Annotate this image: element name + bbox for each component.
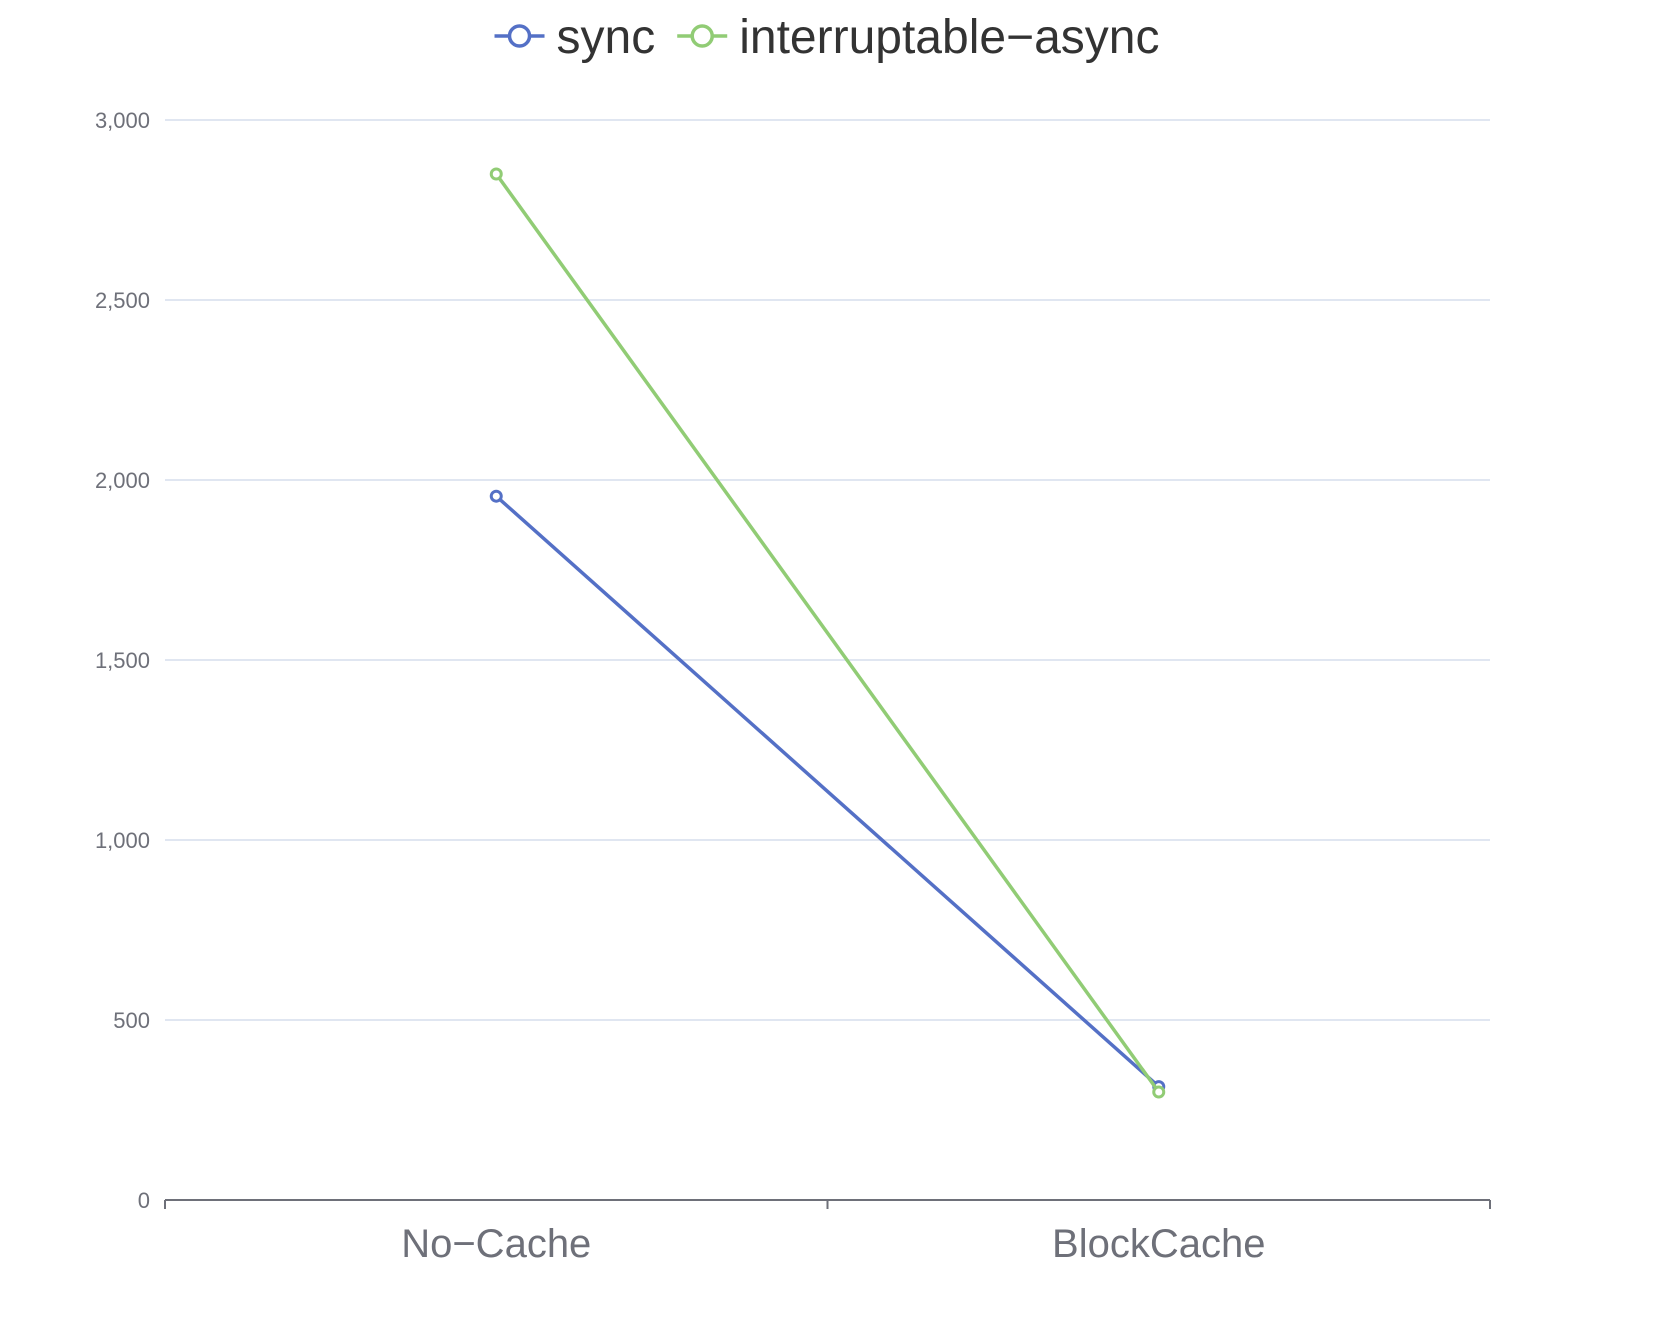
- legend[interactable]: sync interruptable−async: [494, 11, 1160, 64]
- data-point: [1152, 1085, 1166, 1099]
- legend-label: interruptable−async: [739, 11, 1159, 64]
- legend-label: sync: [557, 11, 656, 64]
- y-tick-label: 0: [138, 1188, 150, 1213]
- data-point: [489, 167, 503, 181]
- x-tick-label: BlockCache: [1052, 1222, 1265, 1266]
- series-line-2: [494, 172, 1161, 1094]
- y-tick-label: 2,500: [95, 288, 150, 313]
- y-tick-label: 1,500: [95, 648, 150, 673]
- x-tick-label: No−Cache: [401, 1222, 591, 1266]
- y-tick-label: 500: [113, 1008, 150, 1033]
- y-tick-label: 1,000: [95, 828, 150, 853]
- data-point: [489, 489, 503, 503]
- axes: 0 500 1,000 1,500 2,000 2,500 3,000 No−Cache Blo…: [95, 108, 1491, 1266]
- grid-lines: [165, 119, 1490, 1021]
- legend-symbol-marker: [690, 24, 714, 48]
- legend-symbol-marker: [507, 24, 532, 48]
- y-tick-label: 2,000: [95, 468, 150, 493]
- series-lines: [489, 167, 1166, 1099]
- series-line-1: [495, 494, 1160, 1088]
- y-tick-label: 3,000: [95, 108, 150, 133]
